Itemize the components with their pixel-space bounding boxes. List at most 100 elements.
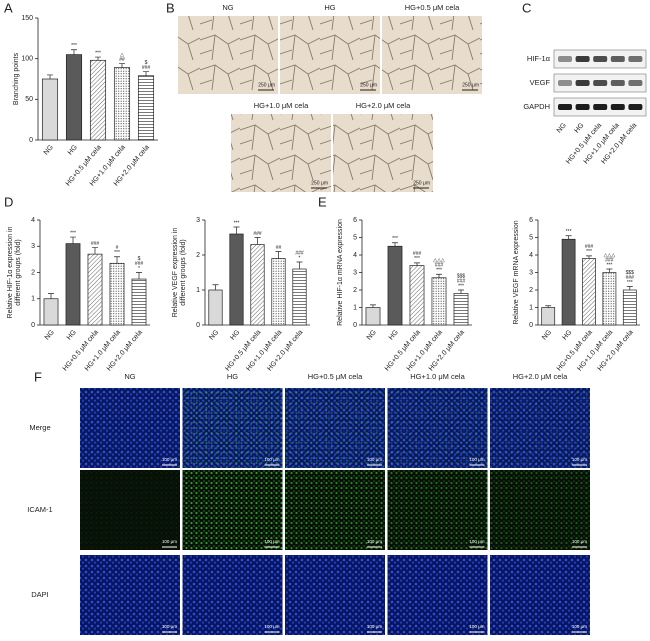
bar [365, 307, 381, 326]
image-label: HG+1.0 μM cela [254, 101, 309, 110]
green-signal [80, 470, 180, 550]
bar [541, 307, 556, 326]
significance-mark: $$$ [457, 273, 466, 279]
bar [387, 245, 403, 326]
row-label: Merge [29, 423, 50, 432]
error-bar [392, 242, 398, 247]
bar [453, 293, 469, 326]
lane-label: NG [556, 122, 568, 135]
bar [131, 278, 147, 326]
scale-bar-label: 100 μm [469, 457, 484, 462]
bar [431, 277, 447, 326]
bar [250, 244, 265, 326]
y-tick-label: 3 [31, 243, 35, 250]
error-bar [370, 304, 376, 308]
y-tick-label: 100 [21, 56, 33, 63]
error-bar [458, 289, 464, 294]
micrograph [280, 16, 380, 94]
blot-band [610, 80, 625, 86]
error-bar [119, 63, 125, 68]
bar [292, 268, 307, 326]
error-bar [143, 71, 149, 76]
y-tick-label: 2 [529, 287, 533, 294]
image-label: HG [324, 3, 335, 12]
error-bar [296, 261, 303, 269]
significance-mark: *** [566, 229, 572, 235]
significance-mark: *** [436, 268, 442, 274]
error-bar [436, 273, 442, 278]
significance-mark: ### [585, 244, 594, 250]
blot-band [558, 80, 572, 86]
scale-bar-label: 100 μm [572, 539, 587, 544]
scale-bar-label: 250 μm [462, 82, 479, 88]
bar [65, 243, 81, 326]
panel-letters: A B C D E F [4, 0, 531, 384]
bar [271, 258, 286, 326]
y-tick-label: 2 [196, 252, 200, 259]
fluorescence-image [285, 555, 385, 635]
fluorescence-image [387, 555, 488, 635]
y-axis-label: Relative HIF-1α expression in [7, 226, 14, 318]
significance-mark: ### [413, 251, 422, 257]
protein-label: HIF-1α [527, 54, 551, 63]
significance-mark: ### [435, 263, 444, 269]
blot-band [593, 56, 608, 62]
error-bar [95, 56, 101, 61]
y-tick-label: 1 [196, 287, 200, 294]
green-signal [285, 470, 385, 550]
lane-label: HG [573, 122, 585, 135]
scale-bar-label: 100 μm [367, 457, 382, 462]
scale-bar-label: 100 μm [162, 624, 177, 629]
scale-bar-label: 250 μm [413, 180, 430, 186]
bar [89, 59, 107, 141]
row-label: ICAM-1 [27, 505, 52, 514]
x-tick-label: HG [388, 329, 400, 342]
blot-band [558, 104, 572, 110]
y-axis-label: Relative HIF-1α mRNA expression [337, 219, 344, 326]
y-axis-label: different groups (fold) [180, 239, 187, 305]
panel-letter: F [34, 369, 42, 384]
blot-band [628, 104, 643, 110]
protein-label: VEGF [530, 78, 551, 87]
x-tick-label: HG [67, 144, 79, 157]
green-signal [490, 470, 590, 550]
error-bar [233, 226, 240, 234]
error-bar [212, 284, 219, 290]
panel-letter: A [4, 0, 13, 15]
y-tick-label: 1 [529, 304, 533, 311]
micrograph [178, 16, 278, 94]
green-signal [490, 388, 590, 468]
blot-band [593, 80, 608, 86]
scale-bar-label: 100 μm [162, 539, 177, 544]
error-bar [606, 268, 613, 273]
green-signal [182, 470, 283, 550]
error-bar [275, 251, 282, 259]
significance-mark: $$$ [626, 270, 635, 276]
significance-mark: ### [457, 278, 466, 284]
significance-mark: *** [586, 249, 592, 255]
y-tick-label: 5 [529, 234, 533, 241]
green-signal [387, 388, 488, 468]
y-tick-label: 3 [196, 217, 200, 224]
significance-mark: *** [95, 50, 101, 56]
scale-bar-label: 100 μm [162, 457, 177, 462]
panel-letter: D [4, 194, 13, 209]
blot-band [575, 56, 590, 62]
significance-mark: *** [234, 220, 240, 226]
significance-mark: △△△ [433, 258, 445, 264]
y-tick-label: 2 [31, 269, 35, 276]
y-tick-label: 0 [196, 322, 200, 329]
bar [409, 265, 425, 326]
significance-mark: ### [626, 275, 635, 281]
bar [602, 272, 617, 326]
error-bar [414, 262, 420, 266]
fluorescence-image [490, 555, 590, 635]
x-tick-label: NG [541, 329, 553, 342]
y-tick-label: 3 [529, 269, 533, 276]
blot-band [628, 80, 643, 86]
significance-mark: *** [392, 236, 398, 242]
y-tick-label: 6 [529, 217, 533, 224]
x-tick-label: HG [561, 329, 573, 342]
y-tick-label: 5 [353, 234, 357, 241]
